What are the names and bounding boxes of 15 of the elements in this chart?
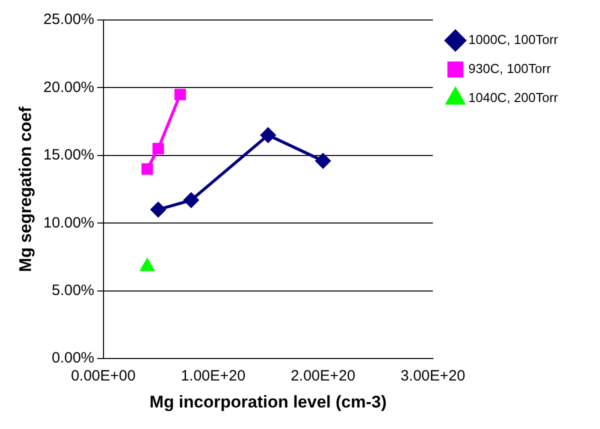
x-tick-label: 0.00E+00 <box>70 368 136 385</box>
x-tick-label: 2.00E+20 <box>290 368 356 385</box>
x-tick-label: 1.00E+20 <box>180 368 246 385</box>
y-tick-label: 15.00% <box>43 146 94 164</box>
y-tick-label: 5.00% <box>52 282 94 300</box>
x-tick-label: 3.00E+20 <box>400 368 466 385</box>
y-axis-title: Mg segregation coef <box>16 106 35 272</box>
x-axis-title: Mg incorporation level (cm-3) <box>150 392 387 412</box>
legend-label: 1040C, 200Torr <box>468 90 559 106</box>
legend-label: 930C, 100Torr <box>468 61 552 76</box>
y-tick-label: 10.00% <box>43 214 94 232</box>
legend-label: 1000C, 100Torr <box>468 32 559 48</box>
y-tick-label: 25.00% <box>43 11 94 28</box>
y-tick-label: 0.00% <box>52 350 94 367</box>
y-tick-label: 20.00% <box>43 78 94 96</box>
